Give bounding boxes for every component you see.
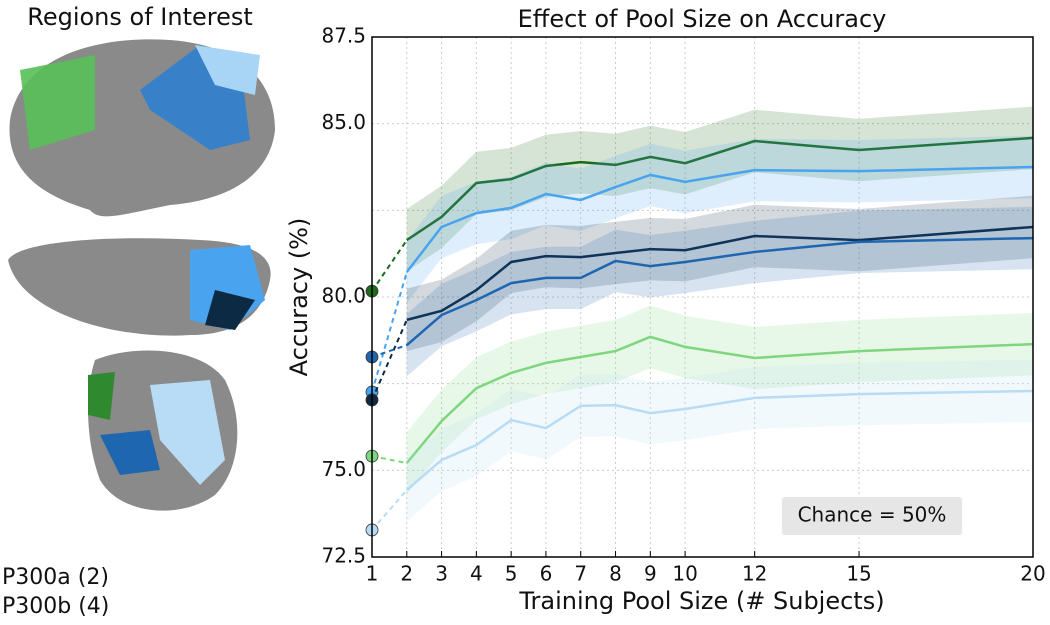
dashed-link (371, 271, 408, 393)
y-tick-label: 85.0 (321, 110, 366, 134)
y-tick-label: 87.5 (321, 24, 366, 48)
legend-entry: P300b (4) (2, 594, 109, 619)
dashed-link (371, 344, 408, 358)
line (406, 136, 1034, 242)
y-tick-label: 80.0 (321, 284, 366, 308)
chart-title: Effect of Pool Size on Accuracy (518, 5, 887, 33)
error-band (406, 135, 1034, 304)
annotation: Chance = 50% (798, 503, 947, 527)
dashed-link (371, 239, 408, 292)
x-tick-label: 12 (742, 562, 767, 586)
brain-images (8, 39, 275, 511)
x-tick-label: 3 (435, 562, 448, 586)
line (405, 236, 1034, 347)
line (405, 165, 1034, 273)
plot: 1 2 3 4 5 6 7 8 9 10 12 15 2072.575.080.085.087.5Cha… (321, 24, 1045, 586)
x-tick-label: 1 (366, 562, 379, 586)
error-band (406, 206, 1034, 377)
panel-title: Regions of Interest (27, 3, 253, 31)
y-tick-label: 72.5 (321, 544, 366, 568)
x-tick-label: 6 (540, 562, 553, 586)
x-tick-label: 8 (609, 562, 622, 586)
x-tick-label: 5 (505, 562, 518, 586)
dashed-link (371, 319, 408, 401)
dashed-link (371, 489, 408, 531)
x-axis-label: Training Pool Size (# Subjects) (518, 587, 884, 615)
line (405, 389, 1034, 492)
y-tick-label: 75.0 (321, 457, 366, 481)
line (406, 225, 1034, 322)
x-tick-label: 7 (574, 562, 587, 586)
error-band (406, 195, 1034, 352)
x-tick-label: 15 (846, 562, 871, 586)
x-tick-label: 4 (470, 562, 483, 586)
x-tick-label: 10 (672, 562, 697, 586)
legend-entry: P300a (2) (2, 565, 109, 590)
error-band (406, 359, 1034, 522)
annotation-box (782, 497, 962, 535)
line (405, 335, 1034, 464)
x-tick-label: 20 (1020, 562, 1045, 586)
plot-frame (371, 36, 1034, 558)
x-tick-label: 9 (644, 562, 657, 586)
x-tick-label: 2 (400, 562, 413, 586)
y-axis-label: Accuracy (%) (285, 218, 313, 377)
dashed-link (371, 455, 407, 465)
error-band (406, 305, 1034, 495)
